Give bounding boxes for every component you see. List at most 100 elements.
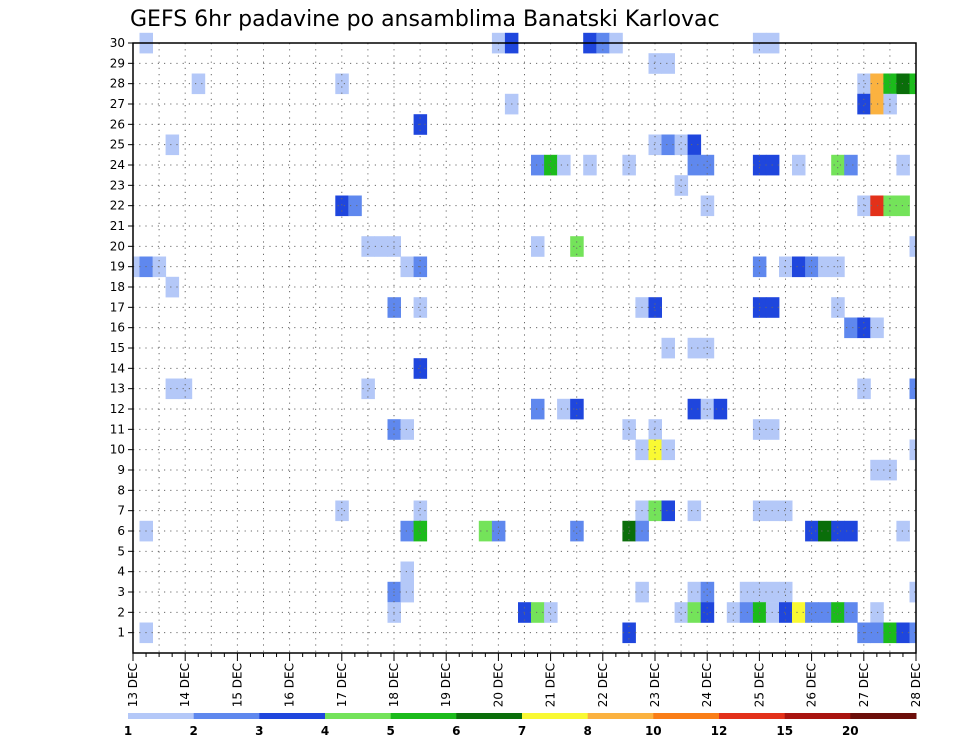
y-tick-label: 30 bbox=[110, 36, 125, 50]
heatmap-cell bbox=[491, 520, 506, 542]
heatmap-cell bbox=[857, 378, 871, 400]
heatmap-cell bbox=[909, 581, 917, 603]
heatmap-cell bbox=[739, 581, 754, 603]
heatmap-cell bbox=[805, 520, 819, 542]
heatmap-cell bbox=[165, 134, 180, 156]
heatmap-cell bbox=[857, 317, 871, 339]
heatmap-cell bbox=[700, 337, 715, 359]
y-tick-label: 28 bbox=[110, 77, 125, 91]
colorbar-label: 2 bbox=[190, 724, 198, 738]
heatmap-cell bbox=[844, 154, 858, 176]
x-tick-label: 21 DEC bbox=[544, 663, 558, 707]
colorbar-label: 12 bbox=[711, 724, 728, 738]
x-tick-label: 25 DEC bbox=[752, 663, 766, 707]
y-tick-label: 9 bbox=[117, 463, 125, 477]
heatmap-cell bbox=[648, 134, 662, 156]
y-tick-label: 12 bbox=[110, 402, 125, 416]
y-tick-label: 29 bbox=[110, 56, 125, 70]
heatmap-cell bbox=[335, 73, 349, 95]
heatmap-cell bbox=[700, 581, 715, 603]
y-tick-label: 5 bbox=[117, 544, 125, 558]
colorbar-swatch bbox=[128, 713, 195, 719]
heatmap-cell bbox=[335, 195, 349, 217]
colorbar-swatch bbox=[259, 713, 326, 719]
heatmap-cell bbox=[818, 520, 832, 542]
heatmap-cell bbox=[857, 93, 871, 115]
heatmap-cell bbox=[165, 276, 180, 298]
x-tick-label: 28 DEC bbox=[909, 663, 923, 707]
heatmap-cell bbox=[648, 439, 662, 461]
heatmap-cell bbox=[661, 134, 675, 156]
heatmap-cell bbox=[648, 500, 662, 522]
colorbar-swatch bbox=[325, 713, 392, 719]
x-tick-label: 23 DEC bbox=[648, 663, 662, 707]
colorbar-swatch bbox=[522, 713, 589, 719]
heatmap-cell bbox=[857, 195, 871, 217]
heatmap-cell bbox=[700, 602, 715, 623]
heatmap-cell bbox=[648, 53, 662, 74]
heatmap-cell bbox=[191, 73, 206, 95]
heatmap-cell bbox=[413, 297, 428, 318]
heatmap-cell bbox=[400, 581, 414, 603]
heatmap-cell bbox=[909, 236, 917, 257]
colorbar-label: 10 bbox=[645, 724, 662, 738]
heatmap-cell bbox=[570, 236, 584, 257]
y-tick-label: 20 bbox=[110, 239, 125, 253]
y-tick-label: 6 bbox=[117, 524, 125, 538]
colorbar-label: 15 bbox=[776, 724, 793, 738]
heatmap-cell bbox=[687, 134, 702, 156]
y-tick-label: 27 bbox=[110, 97, 125, 111]
heatmap-cell bbox=[779, 602, 793, 623]
y-axis: 1234567891011121314151617181920212223242… bbox=[110, 36, 133, 640]
x-tick-label: 17 DEC bbox=[335, 663, 349, 707]
heatmap-cell bbox=[674, 134, 689, 156]
heatmap-cell bbox=[400, 419, 414, 440]
heatmap-cell bbox=[648, 297, 662, 318]
heatmap-cell bbox=[557, 398, 571, 420]
colorbar-label: 20 bbox=[842, 724, 859, 738]
colorbar-label: 6 bbox=[452, 724, 460, 738]
heatmap-cell bbox=[896, 520, 910, 542]
y-tick-label: 18 bbox=[110, 280, 125, 294]
heatmap-cell bbox=[896, 195, 910, 217]
heatmap-cell bbox=[909, 439, 917, 461]
heatmap-cell bbox=[478, 520, 493, 542]
x-tick-label: 15 DEC bbox=[230, 663, 244, 707]
heatmap-cell bbox=[348, 195, 362, 217]
y-tick-label: 19 bbox=[110, 260, 125, 274]
heatmap-cell bbox=[818, 602, 832, 623]
heatmap-cell bbox=[687, 602, 702, 623]
heatmap-cell bbox=[909, 73, 917, 95]
colorbar-label: 3 bbox=[255, 724, 263, 738]
heatmap-cell bbox=[700, 154, 715, 176]
colorbar-swatch bbox=[784, 713, 851, 719]
heatmap-cell bbox=[792, 154, 806, 176]
y-tick-label: 7 bbox=[117, 504, 125, 518]
y-tick-label: 14 bbox=[110, 361, 125, 375]
heatmap-cell bbox=[726, 602, 741, 623]
heatmap-cell bbox=[700, 195, 715, 217]
x-axis: 13 DEC 14 DEC 15 DEC 16 DEC 17 DEC 18 DEC 19 D… bbox=[126, 653, 923, 707]
chart-title: GEFS 6hr padavine po ansamblima Banatski… bbox=[130, 7, 720, 32]
heatmap-cell bbox=[779, 500, 793, 522]
heatmap-cell bbox=[805, 602, 819, 623]
heatmap-cell bbox=[792, 256, 806, 278]
y-tick-label: 8 bbox=[117, 483, 125, 497]
heatmap-cell bbox=[896, 154, 910, 176]
colorbar-swatch bbox=[456, 713, 523, 719]
colorbar-label: 5 bbox=[387, 724, 395, 738]
colorbar-label: 4 bbox=[321, 724, 329, 738]
x-tick-label: 14 DEC bbox=[178, 663, 192, 707]
heatmap-cell bbox=[909, 378, 917, 400]
heatmap-cell bbox=[413, 520, 428, 542]
heatmap-cell bbox=[674, 602, 689, 623]
heatmap-cell bbox=[531, 154, 545, 176]
y-tick-label: 22 bbox=[110, 199, 125, 213]
heatmap-cell bbox=[413, 500, 428, 522]
heatmap-cell bbox=[531, 398, 545, 420]
heatmap-cell bbox=[687, 398, 702, 420]
y-tick-label: 17 bbox=[110, 300, 125, 314]
heatmap-cell bbox=[831, 520, 845, 542]
x-tick-label: 24 DEC bbox=[700, 663, 714, 707]
